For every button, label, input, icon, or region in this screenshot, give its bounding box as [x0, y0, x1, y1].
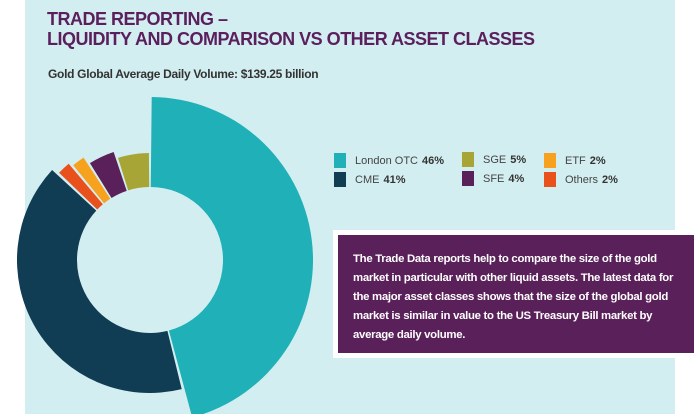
legend-label: CME: [355, 173, 380, 186]
legend-item-london-otc: London OTC 46%: [334, 153, 444, 168]
legend-value: 2%: [589, 154, 606, 167]
legend-swatch: [544, 153, 556, 168]
legend-swatch: [544, 172, 556, 187]
slice-cme: [17, 169, 182, 393]
legend-value: 2%: [602, 173, 618, 186]
slice-others: [59, 163, 103, 210]
slice-etf: [73, 157, 111, 204]
legend-swatch: [462, 152, 474, 167]
slice-london-otc: [150, 97, 313, 414]
legend-label: ETF: [565, 154, 586, 167]
info-box-inner: The Trade Data reports help to compare t…: [338, 235, 694, 353]
slice-sfe: [89, 151, 127, 198]
legend-item-etf: ETF 2%: [544, 153, 606, 168]
legend-label: London OTC: [355, 154, 418, 167]
legend-label: Others: [565, 173, 599, 186]
legend-swatch: [334, 172, 346, 187]
title-line-2: LIQUIDITY AND COMPARISON VS OTHER ASSET …: [47, 29, 535, 49]
legend-label: SFE: [483, 172, 505, 185]
legend-value: 4%: [508, 172, 525, 185]
info-text: The Trade Data reports help to compare t…: [353, 253, 674, 341]
legend-label: SGE: [483, 153, 507, 166]
legend-value: 41%: [383, 173, 406, 186]
legend-item-sfe: SFE 4%: [462, 171, 524, 186]
legend-item-cme: CME 41%: [334, 172, 405, 187]
legend-value: 5%: [510, 153, 527, 166]
slice-sge: [118, 153, 150, 191]
title-line-1: TRADE REPORTING –: [47, 9, 228, 29]
legend-item-others: Others 2%: [544, 172, 618, 187]
subtitle: Gold Global Average Daily Volume: $139.2…: [48, 67, 319, 81]
info-box: The Trade Data reports help to compare t…: [333, 230, 694, 358]
legend-swatch: [334, 153, 346, 168]
legend-item-sge: SGE 5%: [462, 152, 526, 167]
legend-swatch: [462, 171, 474, 186]
legend-value: 46%: [421, 154, 445, 167]
